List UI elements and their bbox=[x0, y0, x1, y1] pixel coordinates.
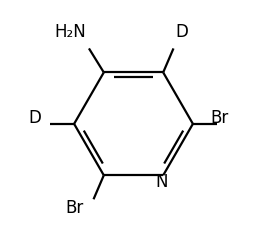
Text: H₂N: H₂N bbox=[55, 23, 87, 41]
Text: N: N bbox=[155, 173, 168, 191]
Text: D: D bbox=[28, 109, 41, 127]
Text: D: D bbox=[176, 23, 189, 41]
Text: Br: Br bbox=[65, 199, 83, 217]
Text: Br: Br bbox=[210, 109, 228, 127]
